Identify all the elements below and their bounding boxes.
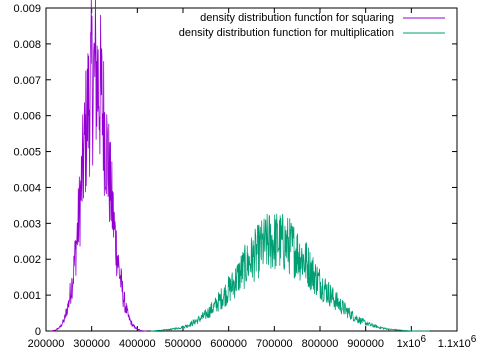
y-axis: 0 0.001 0.002 0.003 0.004 0.005 0.006 0.007 0.00… [13,3,457,338]
x-tick-label: 900000 [347,338,384,350]
y-tick-label: 0.002 [13,254,41,266]
x-tick-label: 300000 [73,338,110,350]
y-tick-label: 0.007 [13,75,41,87]
y-tick-label: 0 [35,326,41,338]
y-tick-label: 0.005 [13,147,41,159]
y-tick-label: 0.001 [13,290,41,302]
x-tick-label: 1x106 [397,334,427,350]
y-tick-label: 0.009 [13,3,41,15]
x-tick-label: 500000 [165,338,202,350]
x-axis: 200000 300000 400000 500000 600000 700000 8000… [28,8,477,350]
y-tick-label: 0.004 [13,182,41,194]
x-tick-label: 600000 [210,338,247,350]
x-tick-label: 1.1x106 [438,334,477,350]
series-layer [50,0,430,332]
plot-frame [45,7,458,332]
legend: density distribution function for squari… [179,12,445,39]
y-tick-label: 0.003 [13,218,41,230]
legend-label-squaring: density distribution function for squari… [200,12,394,24]
series-line-multiplication [150,213,430,332]
y-tick-label: 0.006 [13,111,41,123]
legend-label-multiplication: density distribution function for multip… [179,27,394,39]
y-tick-label: 0.008 [13,39,41,51]
x-tick-label: 800000 [302,338,339,350]
x-tick-label: 200000 [28,338,65,350]
x-tick-label: 400000 [119,338,156,350]
series-line-squaring [50,0,147,332]
x-tick-label: 700000 [256,338,293,350]
